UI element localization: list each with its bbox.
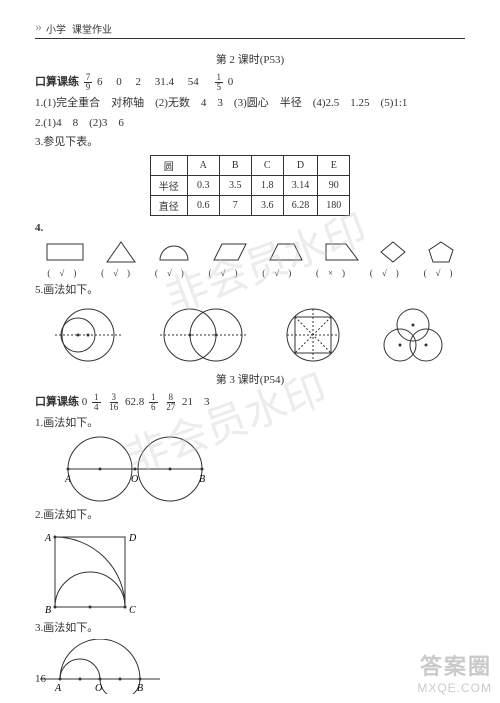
shape-rt-trapezoid-icon	[324, 240, 360, 264]
page-number: 16	[35, 673, 46, 685]
q1: 1.(1)完全重合 对称轴 (2)无数 4 3 (3)圆心 半径 (4)2.5 …	[35, 95, 465, 112]
svg-text:B: B	[137, 683, 143, 694]
two-circles-icon	[158, 305, 248, 365]
svg-text:O: O	[131, 474, 138, 485]
kv2: 2	[136, 76, 142, 88]
s3-fig3: A O B	[35, 639, 465, 694]
frac-1-5: 15	[215, 73, 224, 92]
shape-trapezoid-icon	[268, 240, 304, 264]
table-row: 半径 0.3 3.5 1.8 3.14 90	[150, 175, 350, 195]
brand-watermark: 答案圈 MXQE.COM	[417, 649, 492, 695]
shape-semicircle-icon	[156, 240, 192, 264]
data-table: 圆 A B C D E 半径 0.3 3.5 1.8 3.14 90 直径 0.…	[150, 155, 351, 216]
shape-rhombus-icon	[379, 240, 407, 264]
section3-kousuan: 口算课练 0 14 316 62.8 16 827 21 3	[35, 393, 465, 412]
yin-yang-arc-icon: A O B	[35, 639, 165, 694]
shape-pentagon-icon	[427, 240, 455, 264]
header-arrow-icon: »	[35, 20, 42, 36]
kv1: 0	[116, 76, 122, 88]
svg-text:A: A	[54, 683, 62, 694]
q2: 2.(1)4 8 (2)3 6	[35, 115, 465, 132]
section2-kousuan: 口算课练 79 6 0 2 31.4 54 15 0	[35, 73, 465, 92]
shapes-row	[35, 240, 465, 264]
shape-triangle-icon	[105, 240, 137, 264]
header-right: 课堂作业	[72, 21, 112, 36]
svg-text:A: A	[44, 533, 52, 544]
table-row: 直径 0.6 7 3.6 6.28 180	[150, 195, 350, 215]
frac-3-16: 316	[107, 393, 120, 412]
kousuan-label: 口算课练	[35, 76, 79, 88]
svg-text:A: A	[64, 474, 72, 485]
s3-fig2: A D B C	[35, 527, 465, 617]
crescent-icon	[53, 305, 123, 365]
circle-square-icon	[283, 305, 343, 365]
shape-parallelogram-icon	[212, 240, 248, 264]
svg-text:D: D	[128, 533, 137, 544]
brand-line1: 答案圈	[417, 649, 492, 681]
frac-7-9: 79	[84, 73, 93, 92]
q3: 3.参见下表。	[35, 134, 465, 151]
square-arcs-icon: A D B C	[35, 527, 145, 617]
svg-text:O: O	[95, 683, 102, 694]
frac-1-4: 14	[92, 393, 101, 412]
q4-label: 4.	[35, 222, 43, 234]
svg-text:B: B	[199, 474, 205, 485]
kv0: 6	[97, 76, 103, 88]
frac-8-27: 827	[164, 393, 177, 412]
s3-q3: 3.画法如下。	[35, 620, 465, 637]
svg-text:C: C	[129, 605, 136, 616]
s3-q2: 2.画法如下。	[35, 507, 465, 524]
two-big-circles-icon: A O B	[35, 434, 235, 504]
kv3: 31.4	[155, 76, 174, 88]
svg-text:B: B	[45, 605, 51, 616]
kousuan-label3: 口算课练	[35, 396, 79, 408]
q5-figures	[35, 305, 465, 365]
marks-row: ( √ ) ( √ ) ( √ ) ( √ ) ( √ ) ( × ) ( √ …	[35, 266, 465, 279]
kv4: 54	[188, 76, 199, 88]
shape-rectangle-icon	[45, 240, 85, 264]
section2-title: 第 2 课时(P53)	[35, 51, 465, 67]
brand-line2: MXQE.COM	[417, 681, 492, 695]
section3-title: 第 3 课时(P54)	[35, 371, 465, 387]
s3-fig1: A O B	[35, 434, 465, 504]
kv5: 0	[228, 76, 234, 88]
header-left: 小学	[46, 21, 66, 36]
page-header: » 小学 课堂作业	[35, 20, 465, 39]
q4-row: 4.	[35, 220, 465, 237]
s3-q1: 1.画法如下。	[35, 415, 465, 432]
frac-1-6: 16	[149, 393, 158, 412]
three-circles-icon	[378, 305, 448, 365]
q5: 5.画法如下。	[35, 282, 465, 299]
table-header-row: 圆 A B C D E	[150, 155, 350, 175]
